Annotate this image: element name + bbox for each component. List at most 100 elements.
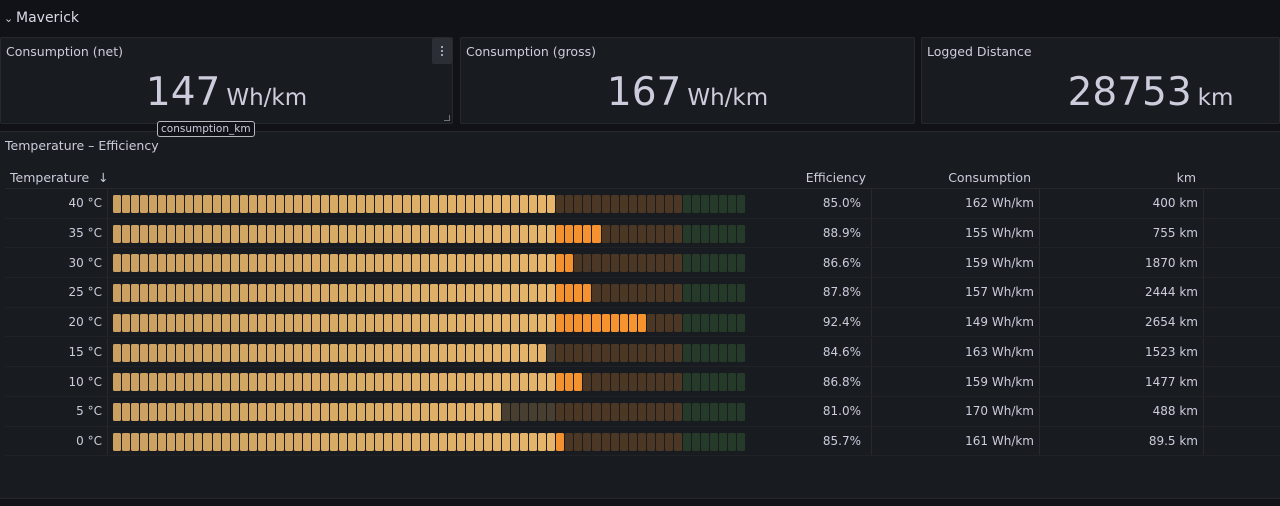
gauge-segment [402,343,411,362]
gauge-segment [655,254,664,273]
gauge-segment [456,284,465,303]
gauge-segment [502,343,511,362]
gauge-segment [113,343,122,362]
gauge-segment [438,284,447,303]
gauge-segment [357,343,366,362]
gauge-segment [411,254,420,273]
chevron-down-icon[interactable]: ⌄ [4,11,14,25]
gauge-segment [257,373,266,392]
gauge-segment [239,343,248,362]
gauge-segment [176,195,185,213]
gauge-segment [520,284,529,303]
gauge-segment [701,313,710,332]
gauge-segment [185,432,194,451]
gauge-segment [682,313,691,332]
gauge-segment [113,195,122,213]
gauge-segment [293,432,302,451]
table-panel-temperature-efficiency[interactable]: Temperature – Efficiency Temperature ↓ E… [0,131,1280,499]
gauge-segment [483,313,492,332]
cell-efficiency: 85.0% [822,196,861,211]
gauge-segment [556,343,565,362]
column-header-consumption[interactable]: Consumption [948,170,1031,185]
gauge-segment [375,343,384,362]
gauge-segment [637,432,646,451]
stat-panel-consumption-gross[interactable]: Consumption (gross) 167 Wh/km [460,37,915,124]
gauge-segment [330,195,339,213]
gauge-segment [547,224,556,243]
gauge-segment [266,373,275,392]
gauge-segment [619,284,628,303]
gauge-segment [339,313,348,332]
gauge-segment [167,284,176,303]
gauge-segment [411,373,420,392]
gauge-segment [538,343,547,362]
gauge-segment [511,313,520,332]
gauge-segment [502,195,511,213]
gauge-segment [701,373,710,392]
gauge-segment [275,373,284,392]
stat-panel-logged-distance[interactable]: Logged Distance 28753 km [921,37,1280,124]
gauge-segment [357,402,366,421]
gauge-segment [511,343,520,362]
gauge-segment [710,195,719,213]
gauge-segment [266,254,275,273]
dashboard-row-header[interactable]: ⌄ Maverick [0,0,1280,36]
column-divider [1203,307,1204,337]
gauge-segment [348,343,357,362]
cell-efficiency: 88.9% [822,226,861,241]
efficiency-gauge [113,402,746,421]
column-header-efficiency[interactable]: Efficiency [805,170,866,185]
column-header-temperature[interactable]: Temperature ↓ [10,170,109,185]
gauge-segment [158,254,167,273]
column-divider [871,248,872,278]
column-header-km[interactable]: km [1176,170,1196,185]
gauge-segment [737,343,746,362]
gauge-segment [719,432,728,451]
gauge-segment [248,402,257,421]
gauge-segment [330,432,339,451]
gauge-segment [619,254,628,273]
gauge-segment [728,224,737,243]
gauge-segment [664,343,673,362]
gauge-segment [384,254,393,273]
gauge-segment [266,432,275,451]
gauge-segment [194,343,203,362]
gauge-segment [339,195,348,213]
gauge-segment [474,195,483,213]
gauge-segment [692,402,701,421]
gauge-segment [420,432,429,451]
gauge-segment [601,254,610,273]
cell-efficiency: 86.6% [822,255,861,270]
column-divider [107,218,108,248]
gauge-segment [601,343,610,362]
panel-menu-icon[interactable] [432,38,452,64]
gauge-segment [275,284,284,303]
gauge-segment [737,224,746,243]
table-row: 20 °C 92.4% 149 Wh/km 2654 km [5,307,1280,338]
gauge-segment [248,343,257,362]
gauge-segment [565,195,574,213]
gauge-segment [357,195,366,213]
gauge-segment [122,432,131,451]
gauge-segment [239,432,248,451]
cell-temperature: 0 °C [76,433,102,448]
gauge-segment [474,402,483,421]
gauge-segment [710,432,719,451]
gauge-segment [429,402,438,421]
gauge-segment [248,432,257,451]
gauge-segment [502,254,511,273]
gauge-segment [357,432,366,451]
stat-panel-consumption-net[interactable]: Consumption (net) 147 Wh/km [0,37,453,124]
gauge-segment [275,313,284,332]
gauge-segment [194,402,203,421]
resize-handle-icon[interactable] [444,115,450,121]
gauge-segment [637,254,646,273]
gauge-segment [212,254,221,273]
gauge-segment [502,313,511,332]
gauge-segment [140,432,149,451]
table-row: 40 °C 85.0% 162 Wh/km 400 km [5,189,1280,219]
gauge-segment [601,373,610,392]
column-divider [107,367,108,396]
gauge-segment [483,402,492,421]
gauge-segment [574,432,583,451]
